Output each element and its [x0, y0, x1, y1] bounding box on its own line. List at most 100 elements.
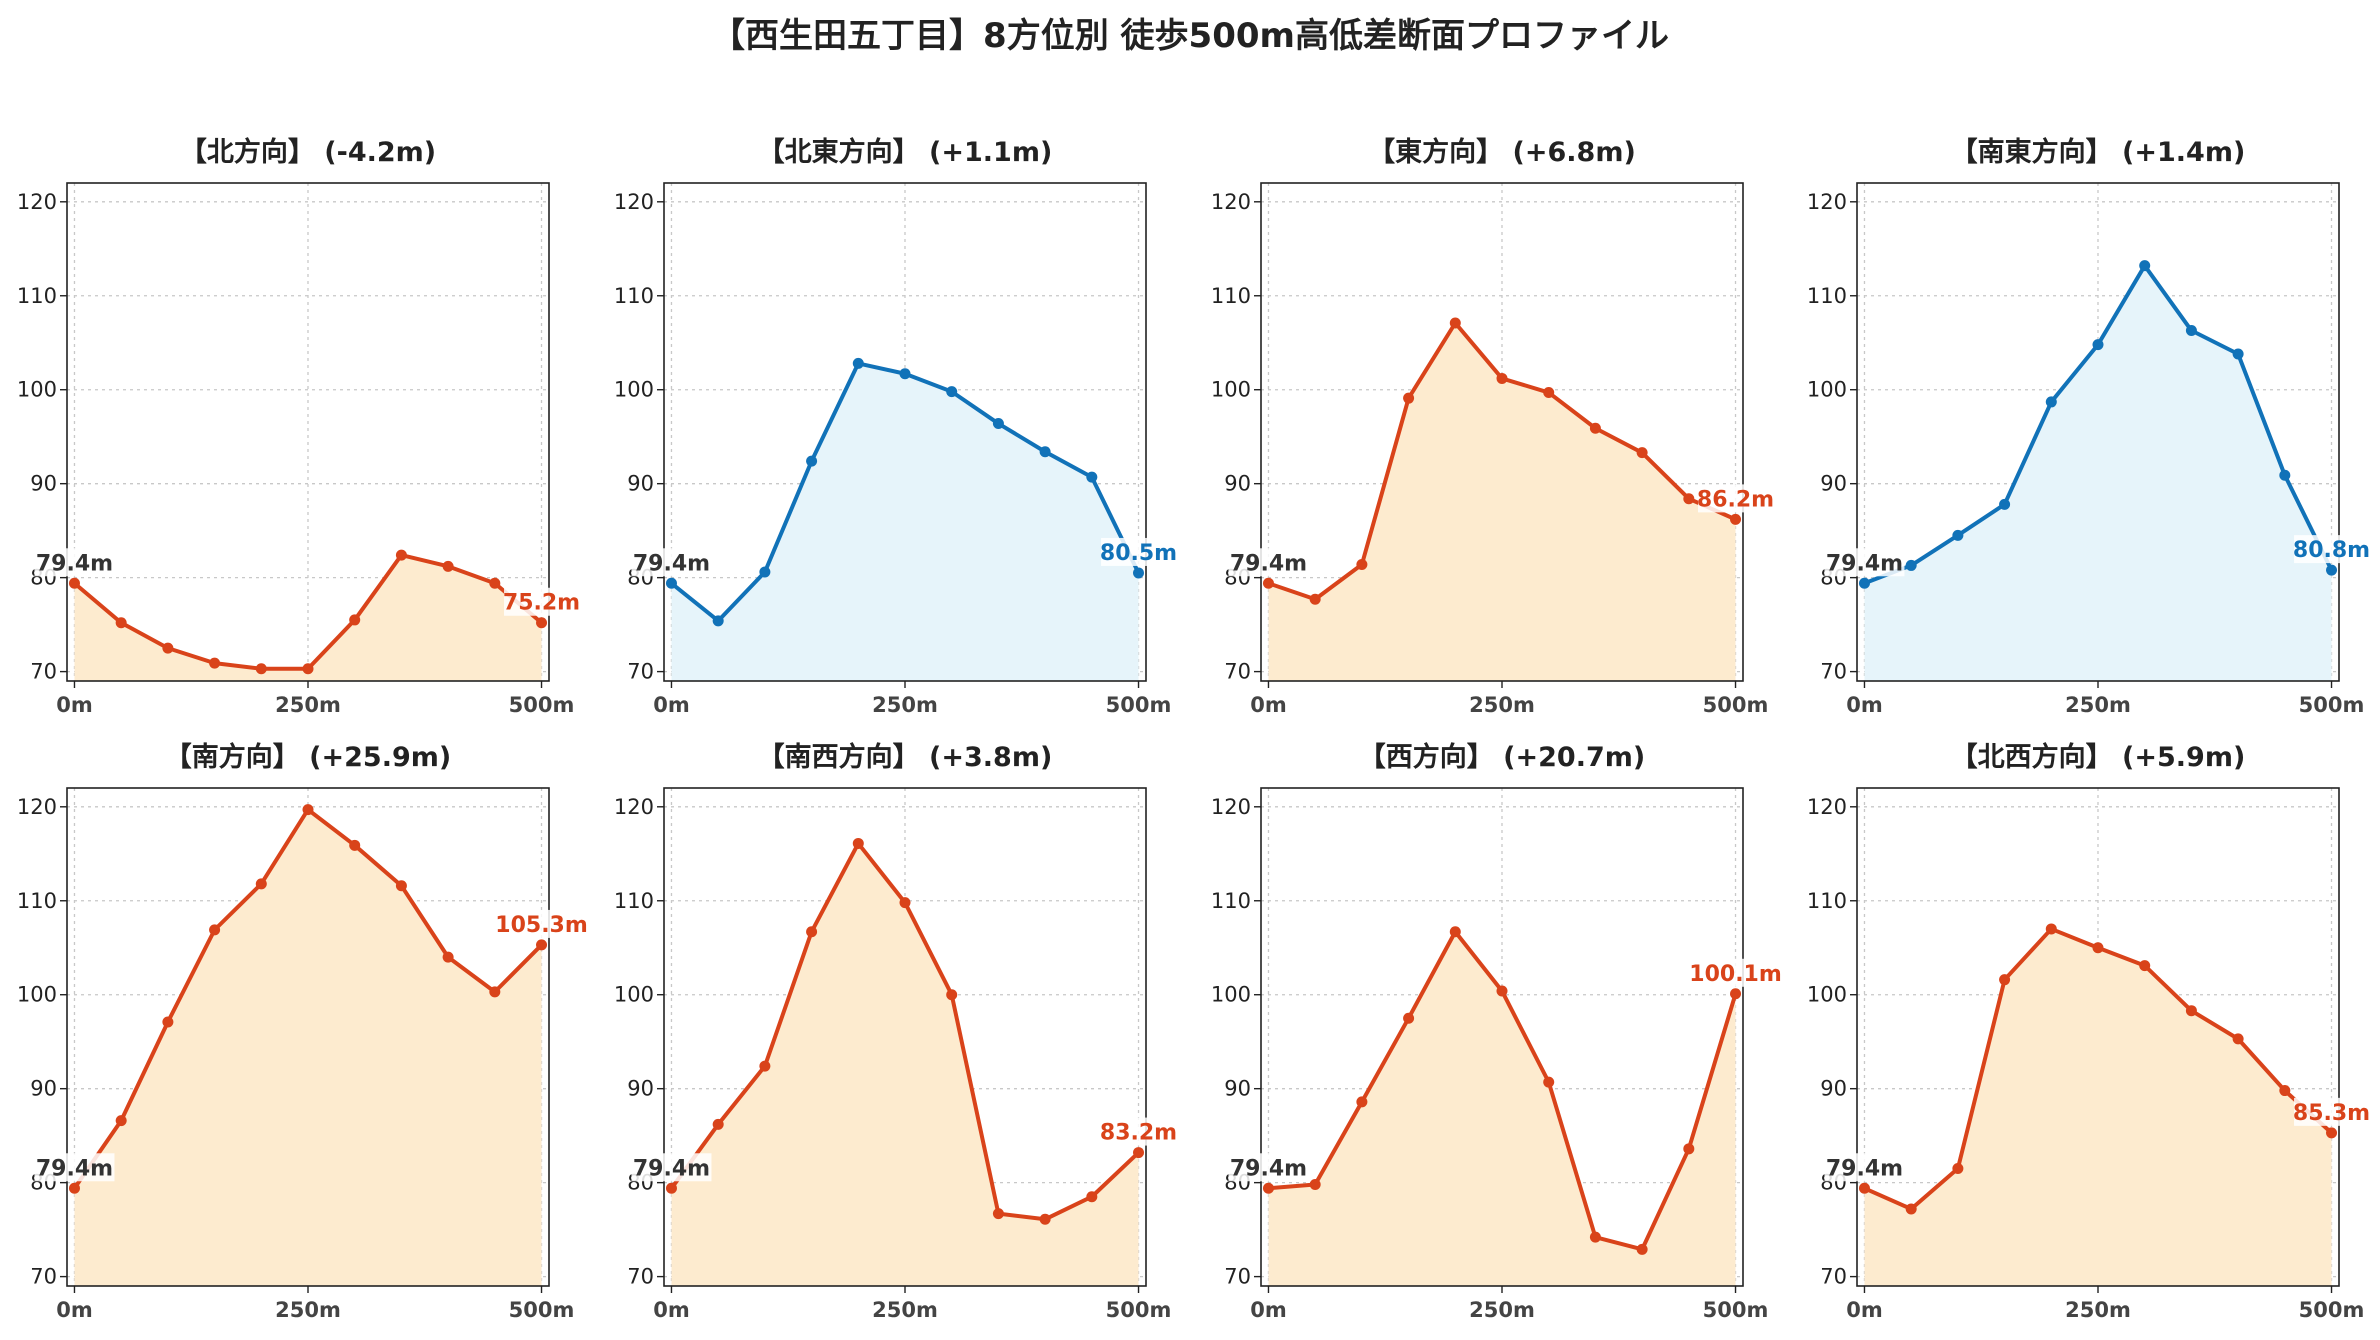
x-tick-label: 250m	[2065, 1298, 2131, 1322]
data-point	[1589, 1231, 1601, 1243]
y-tick-label: 110	[1807, 284, 1847, 308]
y-tick-label: 100	[1807, 378, 1847, 402]
data-point	[302, 804, 314, 816]
y-tick-label: 110	[1211, 889, 1251, 913]
end-label: 85.3m	[2293, 1101, 2370, 1126]
data-point	[2045, 923, 2057, 935]
y-tick-label: 120	[17, 190, 57, 214]
end-label: 80.8m	[2293, 538, 2370, 563]
data-point	[1589, 422, 1601, 434]
x-tick-label: 250m	[275, 693, 341, 717]
end-label: 105.3m	[495, 913, 588, 938]
panel-title: 【南東方向】 (+1.4m)	[1951, 136, 2246, 168]
data-point	[1039, 446, 1051, 458]
data-point	[2326, 1127, 2338, 1139]
label-box	[631, 548, 712, 577]
label-box	[1101, 537, 1177, 566]
y-tick-label: 120	[1807, 795, 1847, 819]
y-tick-label: 70	[1224, 660, 1251, 684]
panel-title: 【南方向】 (+25.9m)	[165, 741, 451, 773]
y-tick-label: 90	[627, 1077, 654, 1101]
label-box	[2294, 535, 2370, 564]
data-point	[1496, 372, 1508, 384]
data-point	[2139, 960, 2151, 972]
data-point	[489, 577, 501, 589]
data-point	[1309, 593, 1321, 605]
panel-title: 【北西方向】 (+5.9m)	[1951, 741, 2246, 773]
data-point	[852, 357, 864, 369]
data-point	[209, 657, 221, 669]
x-tick-label: 0m	[1250, 693, 1287, 717]
label-box	[1228, 1153, 1309, 1182]
y-tick-label: 100	[17, 378, 57, 402]
data-point	[712, 615, 724, 627]
data-point	[2326, 564, 2338, 576]
area-fill	[671, 843, 1139, 1286]
data-point	[2092, 942, 2104, 954]
data-point	[2279, 1085, 2291, 1097]
data-point	[1999, 498, 2011, 510]
area-fill	[74, 809, 542, 1286]
y-tick-label: 90	[1224, 472, 1251, 496]
data-point	[899, 897, 911, 909]
data-point	[2232, 348, 2244, 360]
y-tick-label: 70	[627, 660, 654, 684]
data-point	[852, 837, 864, 849]
data-point	[946, 989, 958, 1001]
y-tick-label: 100	[614, 378, 654, 402]
data-point	[1952, 529, 1964, 541]
data-point	[302, 663, 314, 675]
data-point	[68, 1182, 80, 1194]
data-point	[255, 878, 267, 890]
label-box	[504, 587, 580, 616]
label-box	[34, 548, 115, 577]
area-fill	[1864, 265, 2332, 681]
label-box	[631, 1153, 712, 1182]
x-tick-label: 0m	[653, 693, 690, 717]
x-tick-label: 0m	[56, 693, 93, 717]
y-tick-label: 70	[30, 660, 57, 684]
data-point	[1449, 926, 1461, 938]
data-point	[1262, 577, 1274, 589]
data-point	[1636, 1243, 1648, 1255]
y-tick-label: 110	[17, 284, 57, 308]
y-tick-label: 90	[30, 1077, 57, 1101]
x-tick-label: 250m	[872, 693, 938, 717]
data-point	[2279, 469, 2291, 481]
x-tick-label: 0m	[56, 1298, 93, 1322]
data-point	[712, 1118, 724, 1130]
y-tick-label: 110	[614, 284, 654, 308]
start-label: 79.4m	[1230, 1156, 1307, 1181]
data-point	[489, 986, 501, 998]
y-tick-label: 90	[1224, 1077, 1251, 1101]
data-point	[1039, 1213, 1051, 1225]
data-point	[1905, 559, 1917, 571]
label-box	[1824, 1153, 1905, 1182]
x-tick-label: 500m	[1703, 693, 1769, 717]
label-box	[34, 1153, 115, 1182]
label-box	[2294, 1097, 2370, 1126]
y-tick-label: 90	[1820, 472, 1847, 496]
data-point	[68, 577, 80, 589]
y-tick-label: 90	[627, 472, 654, 496]
label-box	[1824, 548, 1905, 577]
data-point	[665, 577, 677, 589]
data-point	[1356, 1096, 1368, 1108]
end-label: 80.5m	[1100, 541, 1177, 566]
data-point	[1133, 1147, 1145, 1159]
data-point	[1683, 1143, 1695, 1155]
x-tick-label: 250m	[275, 1298, 341, 1322]
y-tick-label: 100	[614, 983, 654, 1007]
data-point	[1858, 1182, 1870, 1194]
x-tick-label: 500m	[509, 693, 575, 717]
data-point	[2185, 1005, 2197, 1017]
area-fill	[1864, 928, 2332, 1286]
y-tick-label: 120	[17, 795, 57, 819]
x-tick-label: 250m	[872, 1298, 938, 1322]
data-point	[255, 663, 267, 675]
data-point	[1449, 317, 1461, 329]
